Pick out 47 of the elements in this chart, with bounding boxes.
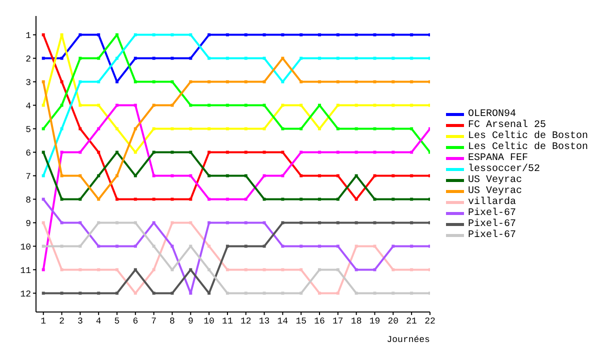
x-tick-label: 6 xyxy=(132,316,138,326)
x-tick-label: 12 xyxy=(240,316,252,326)
legend-label: Les Celtic de Boston xyxy=(468,131,588,142)
y-tick-label: 7 xyxy=(26,172,31,182)
y-tick-label: 5 xyxy=(26,124,31,135)
x-tick-label: 17 xyxy=(332,316,344,326)
y-tick-label: 1 xyxy=(26,30,31,41)
x-tick-label: 15 xyxy=(296,316,307,326)
y-tick-label: 8 xyxy=(26,195,31,206)
x-tick-label: 11 xyxy=(222,316,233,326)
x-tick-label: 18 xyxy=(350,316,362,326)
x-tick-label: 1 xyxy=(40,316,46,326)
x-tick-label: 10 xyxy=(204,316,214,326)
legend-label: villarda xyxy=(468,197,516,208)
x-tick-label: 7 xyxy=(151,316,157,326)
x-tick-label: 19 xyxy=(369,316,380,326)
x-tick-label: 4 xyxy=(96,316,102,326)
y-tick-label: 2 xyxy=(26,54,31,64)
legend-label: Pixel-67 xyxy=(468,219,516,230)
legend-label: OLERON94 xyxy=(468,109,516,120)
x-tick-label: 8 xyxy=(170,316,175,326)
y-tick-label: 6 xyxy=(26,148,31,158)
x-tick-label: 5 xyxy=(114,316,120,326)
y-tick-label: 3 xyxy=(26,78,31,88)
x-tick-label: 14 xyxy=(277,316,288,326)
x-tick-label: 2 xyxy=(59,316,64,326)
x-tick-label: 22 xyxy=(424,316,436,326)
legend-label: US Veyrac xyxy=(468,186,522,197)
x-tick-label: 9 xyxy=(188,316,194,326)
legend-label: US Veyrac xyxy=(468,175,522,186)
y-tick-label: 9 xyxy=(26,218,31,229)
legend-label: Pixel-67 xyxy=(468,208,516,219)
legend-label: Les Celtic de Boston xyxy=(468,142,588,153)
x-tick-label: 13 xyxy=(258,316,270,326)
x-tick-label: 20 xyxy=(388,316,399,326)
x-tick-label: 16 xyxy=(314,316,325,326)
legend-label: ESPANA FEF xyxy=(468,153,528,164)
x-tick-label: 21 xyxy=(406,316,417,326)
legend-label: FC Arsenal 25 xyxy=(468,120,546,131)
y-tick-label: 4 xyxy=(26,101,31,112)
x-axis-title: Journées xyxy=(386,335,430,345)
legend-label: lessoccer/52 xyxy=(468,164,540,175)
y-tick-label: 11 xyxy=(20,266,31,276)
legend-label: Pixel-67 xyxy=(468,230,516,241)
y-tick-label: 12 xyxy=(20,289,31,300)
y-tick-label: 10 xyxy=(20,242,31,252)
x-tick-label: 3 xyxy=(77,316,83,326)
